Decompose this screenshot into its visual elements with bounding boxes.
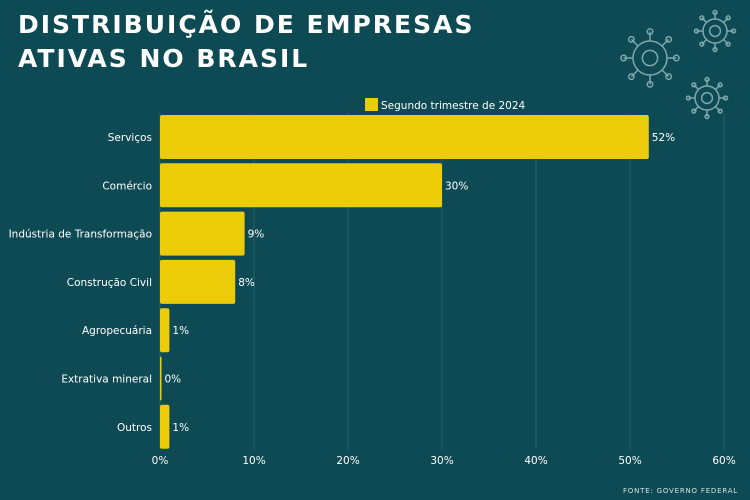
title-line-2: ATIVAS NO BRASIL <box>18 44 310 73</box>
gear-icon <box>693 9 737 53</box>
value-label: 8% <box>238 277 255 289</box>
legend: Segundo trimestre de 2024 <box>365 98 526 112</box>
bar <box>160 259 236 304</box>
value-label: 30% <box>445 180 468 192</box>
x-tick-label: 60% <box>712 455 735 467</box>
x-tick-label: 10% <box>242 455 265 467</box>
legend-swatch <box>365 98 378 111</box>
x-tick-label: 50% <box>618 455 641 467</box>
bar <box>160 115 649 159</box>
category-label: Comércio <box>102 180 152 192</box>
bar <box>160 404 170 449</box>
x-tick-label: 0% <box>152 455 169 467</box>
value-label: 1% <box>172 325 189 337</box>
x-tick-label: 30% <box>430 455 453 467</box>
category-labels: Serviços Comércio Indústria de Transformaç… <box>9 132 152 434</box>
category-label: Serviços <box>108 132 152 144</box>
chart-title: DISTRIBUIÇÃO DE EMPRESAS ATIVAS NO BRASI… <box>18 8 474 76</box>
value-label: 9% <box>248 229 265 241</box>
value-label: 1% <box>172 422 189 434</box>
category-label: Indústria de Transformação <box>9 229 152 241</box>
x-axis-ticks: 0% 10% 20% 30% 40% 50% 60% <box>152 455 736 467</box>
source-note: FONTE: GOVERNO FEDERAL <box>622 487 738 495</box>
bar <box>160 211 245 256</box>
bar <box>160 308 170 353</box>
value-label: 0% <box>165 374 182 386</box>
category-label: Construção Civil <box>67 277 152 289</box>
gear-icon <box>620 28 680 88</box>
x-tick-label: 40% <box>524 455 547 467</box>
title-line-1: DISTRIBUIÇÃO DE EMPRESAS <box>18 10 475 39</box>
gear-icon <box>685 76 729 120</box>
category-label: Outros <box>117 422 152 434</box>
x-tick-label: 20% <box>336 455 359 467</box>
bar <box>160 356 162 401</box>
value-label: 52% <box>652 132 675 144</box>
gears-decoration <box>620 9 737 120</box>
category-label: Extrativa mineral <box>61 374 152 386</box>
legend-label: Segundo trimestre de 2024 <box>381 100 526 112</box>
bar <box>160 163 442 208</box>
category-label: Agropecuária <box>82 325 152 337</box>
value-labels: 52% 30% 9% 8% 1% 0% 1% <box>165 132 676 434</box>
bars <box>160 115 649 449</box>
